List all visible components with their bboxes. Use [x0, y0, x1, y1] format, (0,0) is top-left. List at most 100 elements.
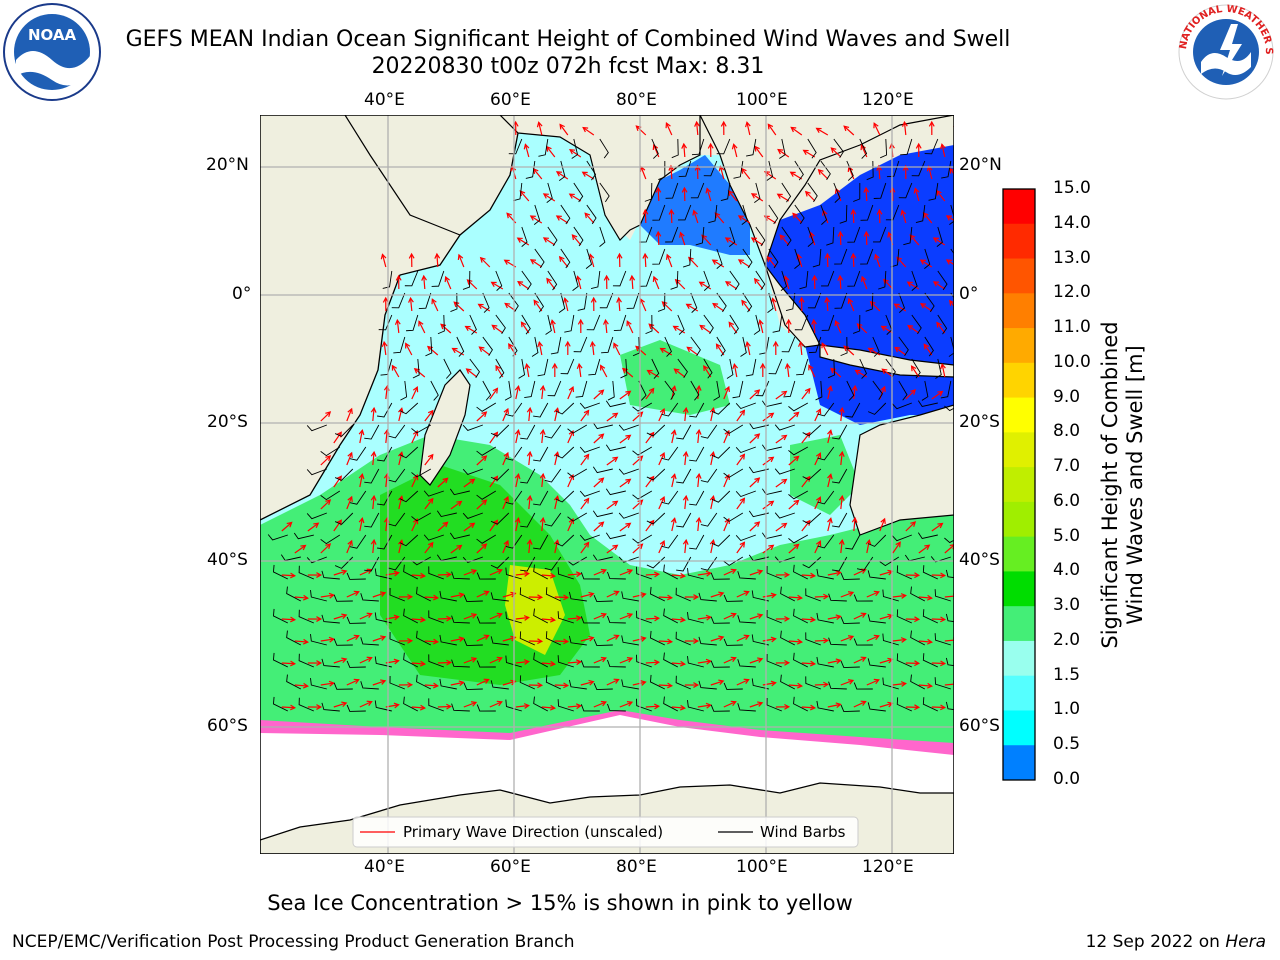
wave-arrow-head — [926, 682, 934, 689]
colorbar-level-label: 10.0 — [1053, 351, 1091, 372]
wave-direction-arrow — [359, 701, 372, 708]
wind-barb — [735, 490, 756, 498]
wave-arrow-head — [590, 296, 597, 303]
wave-arrow-head — [881, 368, 888, 375]
wave-arrow-head — [510, 679, 517, 686]
wave-arrow-head — [668, 208, 675, 215]
wave-direction-arrow — [671, 518, 676, 532]
wind-barb — [490, 468, 510, 481]
wind-barb — [490, 424, 510, 437]
wave-direction-arrow — [436, 253, 439, 268]
wave-arrow-head — [823, 681, 830, 688]
wave-arrow-head — [583, 409, 590, 416]
wave-arrow-head — [661, 301, 668, 307]
wind-barb — [794, 248, 801, 269]
wind-barb — [567, 424, 588, 434]
wave-arrow-head — [405, 342, 411, 349]
nws-logo: NATIONAL WEATHER SERVICE — [1176, 2, 1274, 100]
wave-arrow-head — [553, 495, 560, 502]
wave-arrow-head — [682, 450, 689, 457]
wave-direction-arrow — [892, 638, 906, 642]
wave-direction-arrow — [762, 500, 774, 510]
wave-direction-arrow — [710, 408, 715, 422]
wind-barb — [723, 556, 744, 566]
wave-arrow-head — [910, 365, 917, 372]
wave-direction-arrow — [632, 637, 646, 642]
wave-arrow-head — [900, 209, 907, 216]
wave-direction-arrow — [866, 591, 880, 598]
wind-barb — [867, 614, 886, 624]
wave-direction-arrow — [541, 430, 544, 444]
wave-direction-arrow — [606, 590, 619, 598]
wind-barb — [298, 565, 314, 580]
wave-arrow-head — [835, 570, 842, 577]
wave-direction-arrow — [666, 254, 673, 268]
wind-barb — [729, 314, 739, 335]
wind-barb — [793, 696, 809, 712]
chart-title: GEFS MEAN Indian Ocean Significant Heigh… — [125, 27, 1011, 52]
wind-barb — [675, 587, 691, 602]
wind-barb — [664, 380, 675, 400]
wave-arrow-head — [679, 572, 687, 579]
wind-barb — [525, 160, 536, 179]
wave-direction-arrow — [697, 616, 711, 620]
wave-direction-arrow — [843, 345, 855, 356]
wind-barb — [924, 292, 935, 313]
wave-direction-arrow — [657, 231, 660, 246]
wave-direction-arrow — [918, 596, 932, 599]
wave-direction-arrow — [733, 364, 738, 378]
wave-direction-arrow — [320, 682, 334, 686]
wind-barb — [579, 490, 600, 497]
wind-barb — [393, 336, 406, 354]
wave-direction-arrow — [670, 165, 673, 180]
wave-arrow-head — [945, 259, 952, 265]
wind-barb — [690, 292, 698, 313]
wave-direction-arrow — [450, 500, 462, 510]
wave-direction-arrow — [569, 149, 582, 158]
wave-arrow-head — [412, 518, 419, 525]
wave-arrow-head — [923, 343, 930, 350]
wind-barb — [416, 630, 432, 646]
wave-arrow-head — [793, 543, 800, 550]
wave-direction-arrow — [762, 638, 776, 642]
wind-barb — [649, 586, 666, 602]
wave-arrow-head — [838, 494, 845, 501]
wind-barb — [687, 656, 704, 668]
wind-barb — [439, 590, 457, 602]
wave-arrow-head — [398, 407, 404, 414]
wave-arrow-head — [874, 253, 880, 260]
wave-arrow-head — [600, 700, 607, 707]
wave-direction-arrow — [320, 499, 331, 510]
wind-barb — [544, 512, 562, 527]
wave-direction-arrow — [741, 300, 751, 312]
wind-barb — [580, 572, 600, 580]
wind-barb — [867, 570, 886, 580]
wave-direction-arrow — [424, 542, 434, 554]
wind-barb — [802, 424, 822, 437]
wave-direction-arrow — [538, 342, 543, 356]
wave-arrow-head — [353, 590, 360, 597]
wind-barb — [377, 402, 393, 418]
svg-text:NOAA: NOAA — [28, 26, 77, 44]
wave-arrow-head — [694, 164, 701, 171]
wave-arrow-head — [737, 215, 744, 221]
wave-arrow-head — [815, 496, 822, 503]
wave-direction-arrow — [593, 701, 607, 708]
wave-arrow-head — [759, 362, 766, 369]
wind-barb — [544, 468, 562, 483]
colorbar-level-label: 6.0 — [1053, 490, 1081, 511]
wave-arrow-head — [600, 364, 606, 371]
wave-direction-arrow — [450, 544, 462, 554]
wave-direction-arrow — [476, 411, 487, 422]
wave-direction-arrow — [827, 474, 832, 488]
wave-arrow-head — [380, 635, 387, 641]
wave-arrow-head — [766, 256, 773, 263]
wave-direction-arrow — [697, 386, 700, 400]
wave-direction-arrow — [671, 474, 676, 488]
wave-arrow-head — [686, 346, 693, 353]
wave-direction-arrow — [759, 320, 764, 334]
wave-arrow-head — [457, 253, 464, 260]
wave-arrow-head — [705, 187, 712, 194]
wave-arrow-head — [563, 638, 570, 645]
wave-arrow-head — [670, 473, 677, 480]
